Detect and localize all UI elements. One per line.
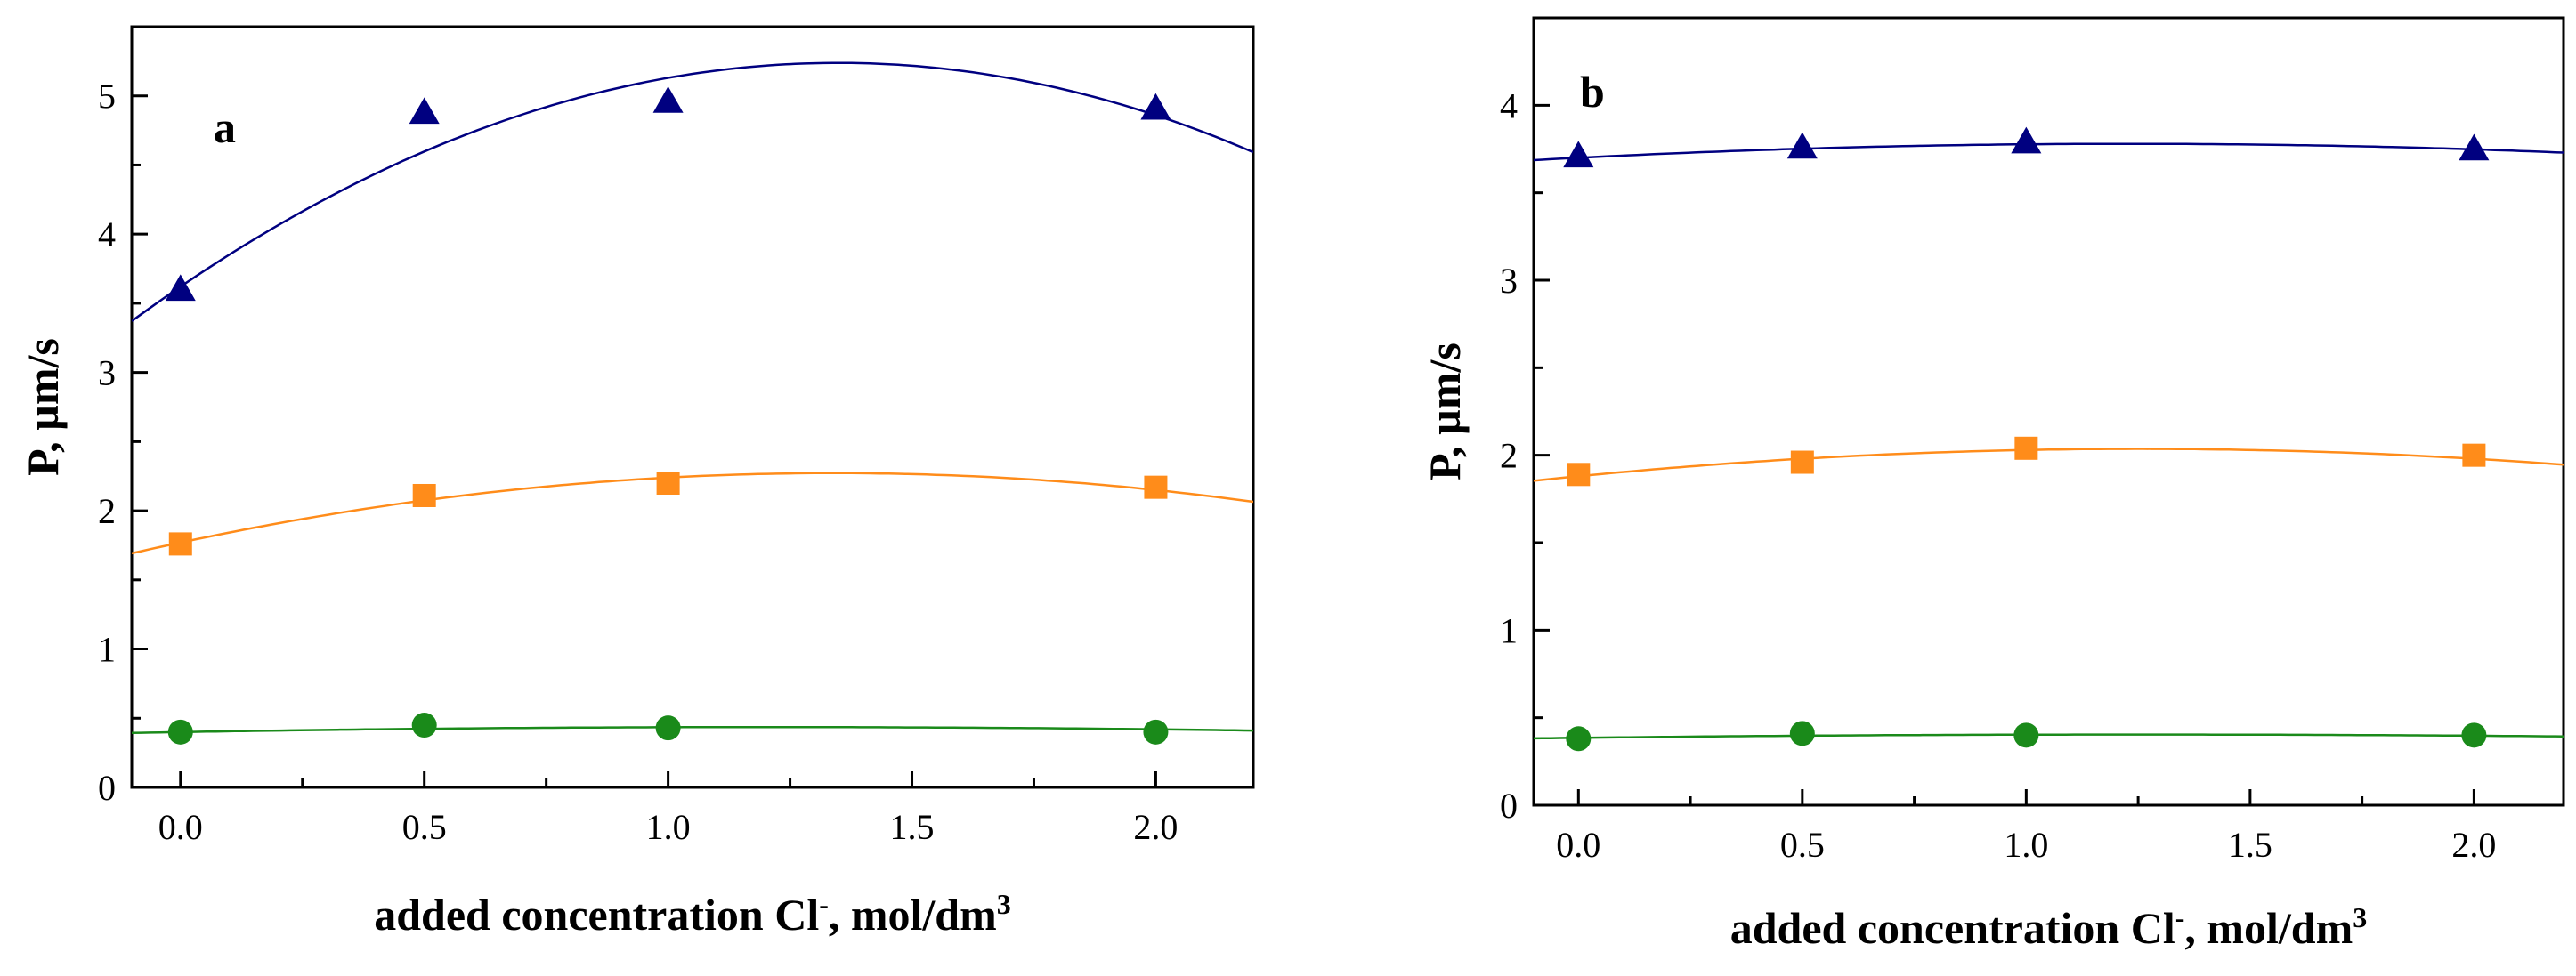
x-tick-label: 1.5 <box>890 807 935 847</box>
y-tick-label: 0 <box>98 768 116 808</box>
data-point-square <box>168 532 192 556</box>
data-point-circle <box>2461 722 2487 748</box>
x-axis-title-unit: , mol/dm <box>2184 903 2353 953</box>
data-point-circle <box>2013 722 2039 748</box>
x-tick-label: 0.0 <box>158 807 203 847</box>
x-tick-label: 0.0 <box>1556 825 1600 865</box>
data-point-square <box>2462 443 2486 467</box>
series-squares <box>1534 436 2564 487</box>
chart-panel-b: 0.0 0.5 1.0 1.5 2.0 0 1 2 3 4 b added concentration… <box>1420 16 2565 953</box>
y-axis-title: P, µm/s <box>1420 343 1470 480</box>
data-point-circle <box>1789 721 1815 746</box>
y-tick-label: 1 <box>98 630 116 670</box>
y-tick-label: 4 <box>1500 85 1518 125</box>
data-point-circle <box>655 715 681 741</box>
data-point-triangle <box>652 85 684 113</box>
y-tick-label: 2 <box>1500 436 1518 476</box>
x-tick-label: 1.0 <box>2004 825 2048 865</box>
fit-curve-squares <box>132 472 1253 555</box>
data-point-triangle <box>165 274 196 302</box>
y-axis-title: P, µm/s <box>18 338 68 476</box>
data-point-square <box>1567 463 1591 487</box>
series-triangles <box>1534 126 2564 168</box>
x-axis-title-unit-exp: 3 <box>997 888 1011 920</box>
series-circles <box>132 713 1253 745</box>
x-axis-title-main: added concentration Cl <box>374 890 819 940</box>
fit-curve-squares <box>1534 448 2564 482</box>
y-tick-label: 3 <box>98 353 116 393</box>
data-point-triangle <box>1140 93 1171 120</box>
data-point-triangle <box>2459 133 2490 161</box>
data-point-square <box>412 483 436 507</box>
x-axis-title: added concentration Cl-, mol/dm3 <box>1730 901 2368 953</box>
panel-label: a <box>214 102 236 152</box>
y-tick-label: 2 <box>98 491 116 531</box>
chart-panel-a: 0.0 0.5 1.0 1.5 2.0 0 1 2 3 4 5 a added concentratio… <box>18 25 1255 940</box>
data-point-circle <box>167 719 193 745</box>
series-triangles <box>132 61 1253 322</box>
data-point-circle <box>1143 719 1169 745</box>
y-tick-label: 0 <box>1500 786 1518 826</box>
x-tick-label: 1.0 <box>646 807 691 847</box>
fit-curve-triangles <box>132 61 1253 322</box>
y-tick-label: 4 <box>98 214 116 254</box>
y-tick-label: 3 <box>1500 261 1518 301</box>
data-point-triangle <box>1786 132 1818 159</box>
data-point-triangle <box>1563 141 1594 168</box>
data-point-triangle <box>2011 126 2042 154</box>
x-axis-title-unit: , mol/dm <box>829 890 997 940</box>
x-tick-label: 0.5 <box>1780 825 1825 865</box>
x-tick-label: 2.0 <box>1133 807 1178 847</box>
x-axis-title-main: added concentration Cl <box>1730 903 2175 953</box>
fit-curve-circles <box>132 725 1253 735</box>
x-tick-label: 1.5 <box>2228 825 2272 865</box>
series-squares <box>132 472 1253 556</box>
panel-label: b <box>1580 67 1605 117</box>
x-tick-label: 0.5 <box>402 807 447 847</box>
data-point-square <box>1144 475 1168 499</box>
fit-curve-triangles <box>1534 142 2564 162</box>
fit-curve-circles <box>1534 733 2564 740</box>
data-point-triangle <box>409 97 440 125</box>
data-point-circle <box>411 713 437 738</box>
data-point-circle <box>1566 726 1592 752</box>
y-tick-label: 5 <box>98 77 116 117</box>
y-tick-label: 1 <box>1500 610 1518 650</box>
data-point-square <box>1790 450 1814 474</box>
data-point-square <box>656 472 680 495</box>
series-circles <box>1534 721 2564 752</box>
x-axis-title-charge: - <box>2175 901 2185 933</box>
x-axis-title-unit-exp: 3 <box>2353 901 2367 933</box>
plot-frame <box>1532 16 2565 807</box>
data-point-square <box>2014 436 2038 460</box>
x-axis-title: added concentration Cl-, mol/dm3 <box>374 888 1011 940</box>
x-tick-label: 2.0 <box>2451 825 2496 865</box>
plot-frame <box>130 25 1255 789</box>
x-axis-title-charge: - <box>819 888 829 920</box>
